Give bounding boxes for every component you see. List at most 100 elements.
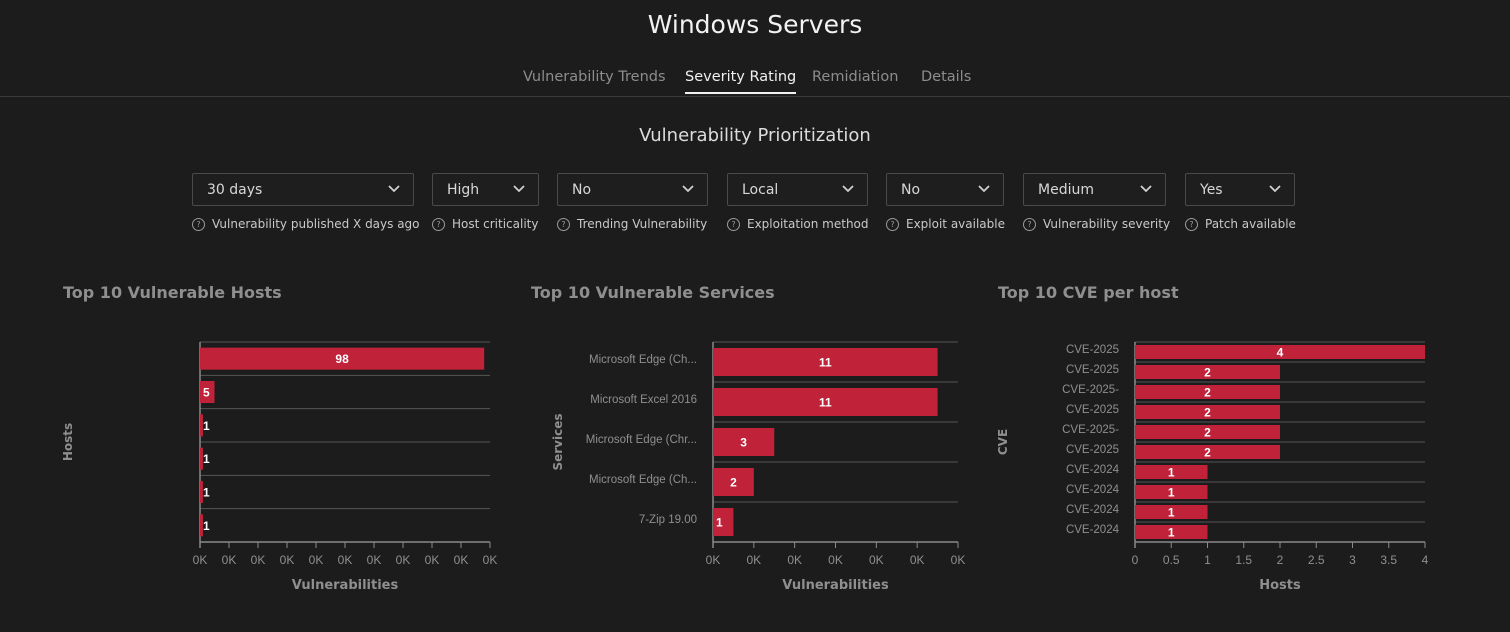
- category-label: Microsoft Edge (Ch...: [589, 474, 697, 486]
- bar: [200, 481, 203, 503]
- exploit-available-select[interactable]: No: [886, 173, 1004, 206]
- category-label: CVE-2024: [1066, 504, 1120, 516]
- category-label: CVE-2025: [1066, 404, 1119, 416]
- filter-host-criticality: High ? Host criticality: [432, 173, 539, 231]
- chevron-down-icon: [842, 185, 854, 193]
- x-tick-label: 3.5: [1380, 553, 1397, 567]
- help-icon[interactable]: ?: [192, 218, 205, 231]
- patch-available-select[interactable]: Yes: [1185, 173, 1295, 206]
- bar: [200, 414, 203, 437]
- host-criticality-select[interactable]: High: [432, 173, 539, 206]
- data-label: 2: [1204, 386, 1211, 400]
- help-icon[interactable]: ?: [886, 218, 899, 231]
- published-days-select[interactable]: 30 days: [192, 173, 414, 206]
- x-tick-label: 0K: [425, 553, 440, 567]
- x-tick-label: 0K: [828, 553, 843, 567]
- category-label: CVE-2024: [1066, 524, 1120, 536]
- x-tick-label: 3: [1349, 553, 1356, 567]
- exploitation-method-select[interactable]: Local: [727, 173, 868, 206]
- help-text: Vulnerability published X days ago: [212, 217, 420, 231]
- help-text: Patch available: [1205, 217, 1296, 231]
- data-label: 11: [819, 356, 832, 370]
- help-text: Host criticality: [452, 217, 539, 231]
- help-icon[interactable]: ?: [432, 218, 445, 231]
- x-axis-title: Vulnerabilities: [782, 578, 889, 593]
- bar: [1135, 345, 1425, 359]
- filter-trending-vulnerability: No ? Trending Vulnerability: [557, 173, 708, 231]
- category-label: CVE-2025-: [1062, 384, 1119, 396]
- help-label: ? Vulnerability published X days ago: [192, 217, 420, 231]
- help-text: Trending Vulnerability: [577, 217, 708, 231]
- data-label: 1: [1168, 506, 1175, 520]
- help-label: ? Exploit available: [886, 217, 1005, 231]
- x-tick-label: 0K: [483, 553, 498, 567]
- help-icon[interactable]: ?: [557, 218, 570, 231]
- chevron-down-icon: [1269, 185, 1281, 193]
- data-label: 1: [1168, 486, 1175, 500]
- help-icon[interactable]: ?: [1185, 218, 1198, 231]
- chart-title-services: Top 10 Vulnerable Services: [531, 283, 775, 302]
- select-value: Local: [742, 182, 779, 198]
- chart-top-vulnerable-hosts: 98 5 1 1 1 1 0K 0K 0K 0K 0K 0K 0K 0K 0K 0K 0K Vulnerabili…: [61, 341, 498, 593]
- help-icon[interactable]: ?: [1023, 218, 1036, 231]
- help-icon[interactable]: ?: [727, 218, 740, 231]
- category-label: Microsoft Edge (Chr...: [586, 434, 697, 446]
- chevron-down-icon: [978, 185, 990, 193]
- data-label: 2: [1204, 426, 1211, 440]
- data-label: 11: [819, 396, 832, 410]
- category-label: CVE-2025-: [1062, 424, 1119, 436]
- bar: [713, 468, 754, 496]
- help-label: ? Host criticality: [432, 217, 538, 231]
- trending-vulnerability-select[interactable]: No: [557, 173, 708, 206]
- data-label: 1: [203, 519, 210, 533]
- x-tick-label: 0K: [367, 553, 382, 567]
- select-value: Yes: [1200, 182, 1223, 198]
- bar: [200, 514, 203, 537]
- tab-remediation[interactable]: Remidiation: [812, 69, 899, 85]
- bar: [1135, 385, 1280, 399]
- bar: [200, 347, 485, 370]
- filter-patch-available: Yes ? Patch available: [1185, 173, 1296, 231]
- select-value: 30 days: [207, 182, 263, 198]
- select-value: Medium: [1038, 182, 1094, 198]
- x-tick-label: 0K: [193, 553, 208, 567]
- tab-details[interactable]: Details: [921, 69, 972, 85]
- x-tick-label: 2.5: [1308, 553, 1325, 567]
- category-label: Microsoft Excel 2016: [590, 394, 697, 406]
- select-value: High: [447, 182, 480, 198]
- bar: [1135, 365, 1280, 379]
- x-tick-label: 0K: [706, 553, 721, 567]
- data-label: 1: [203, 486, 210, 500]
- x-tick-label: 0.5: [1163, 553, 1180, 567]
- x-tick-label: 0K: [746, 553, 761, 567]
- section-title: Vulnerability Prioritization: [639, 125, 871, 146]
- x-tick-label: 0K: [454, 553, 469, 567]
- tab-vulnerability-trends[interactable]: Vulnerability Trends: [523, 69, 666, 85]
- bar: [1135, 425, 1280, 439]
- data-label: 3: [740, 436, 747, 450]
- x-tick-label: 2: [1277, 553, 1284, 567]
- filter-vulnerability-severity: Medium ? Vulnerability severity: [1023, 173, 1170, 231]
- tab-severity-rating[interactable]: Severity Rating: [685, 69, 797, 94]
- data-label: 1: [716, 516, 723, 530]
- x-tick-label: 0: [1132, 553, 1139, 567]
- bar: [1135, 525, 1208, 539]
- help-text: Vulnerability severity: [1043, 217, 1171, 231]
- bar: [1135, 485, 1208, 499]
- bar: [1135, 505, 1208, 519]
- chart-top-vulnerable-services: 11 Microsoft Edge (Ch... 11 Microsoft Excel…: [551, 341, 965, 593]
- chevron-down-icon: [1140, 185, 1152, 193]
- chevron-down-icon: [682, 185, 694, 193]
- help-label: ? Trending Vulnerability: [557, 217, 707, 231]
- y-axis-title: Hosts: [61, 423, 75, 461]
- data-label: 2: [1204, 366, 1211, 380]
- chart-top-cve-per-host: 4 CVE-2025 2 CVE-2025 2 CVE-2025- 2 CVE-2025 2 CV…: [996, 341, 1429, 593]
- select-value: No: [901, 182, 921, 198]
- vulnerability-severity-select[interactable]: Medium: [1023, 173, 1166, 206]
- help-label: ? Patch available: [1185, 217, 1296, 231]
- data-label: 2: [1204, 406, 1211, 420]
- category-label: CVE-2025: [1066, 344, 1119, 356]
- bar: [1135, 405, 1280, 419]
- filter-exploit-available: No ? Exploit available: [886, 173, 1005, 231]
- x-tick-label: 0K: [222, 553, 237, 567]
